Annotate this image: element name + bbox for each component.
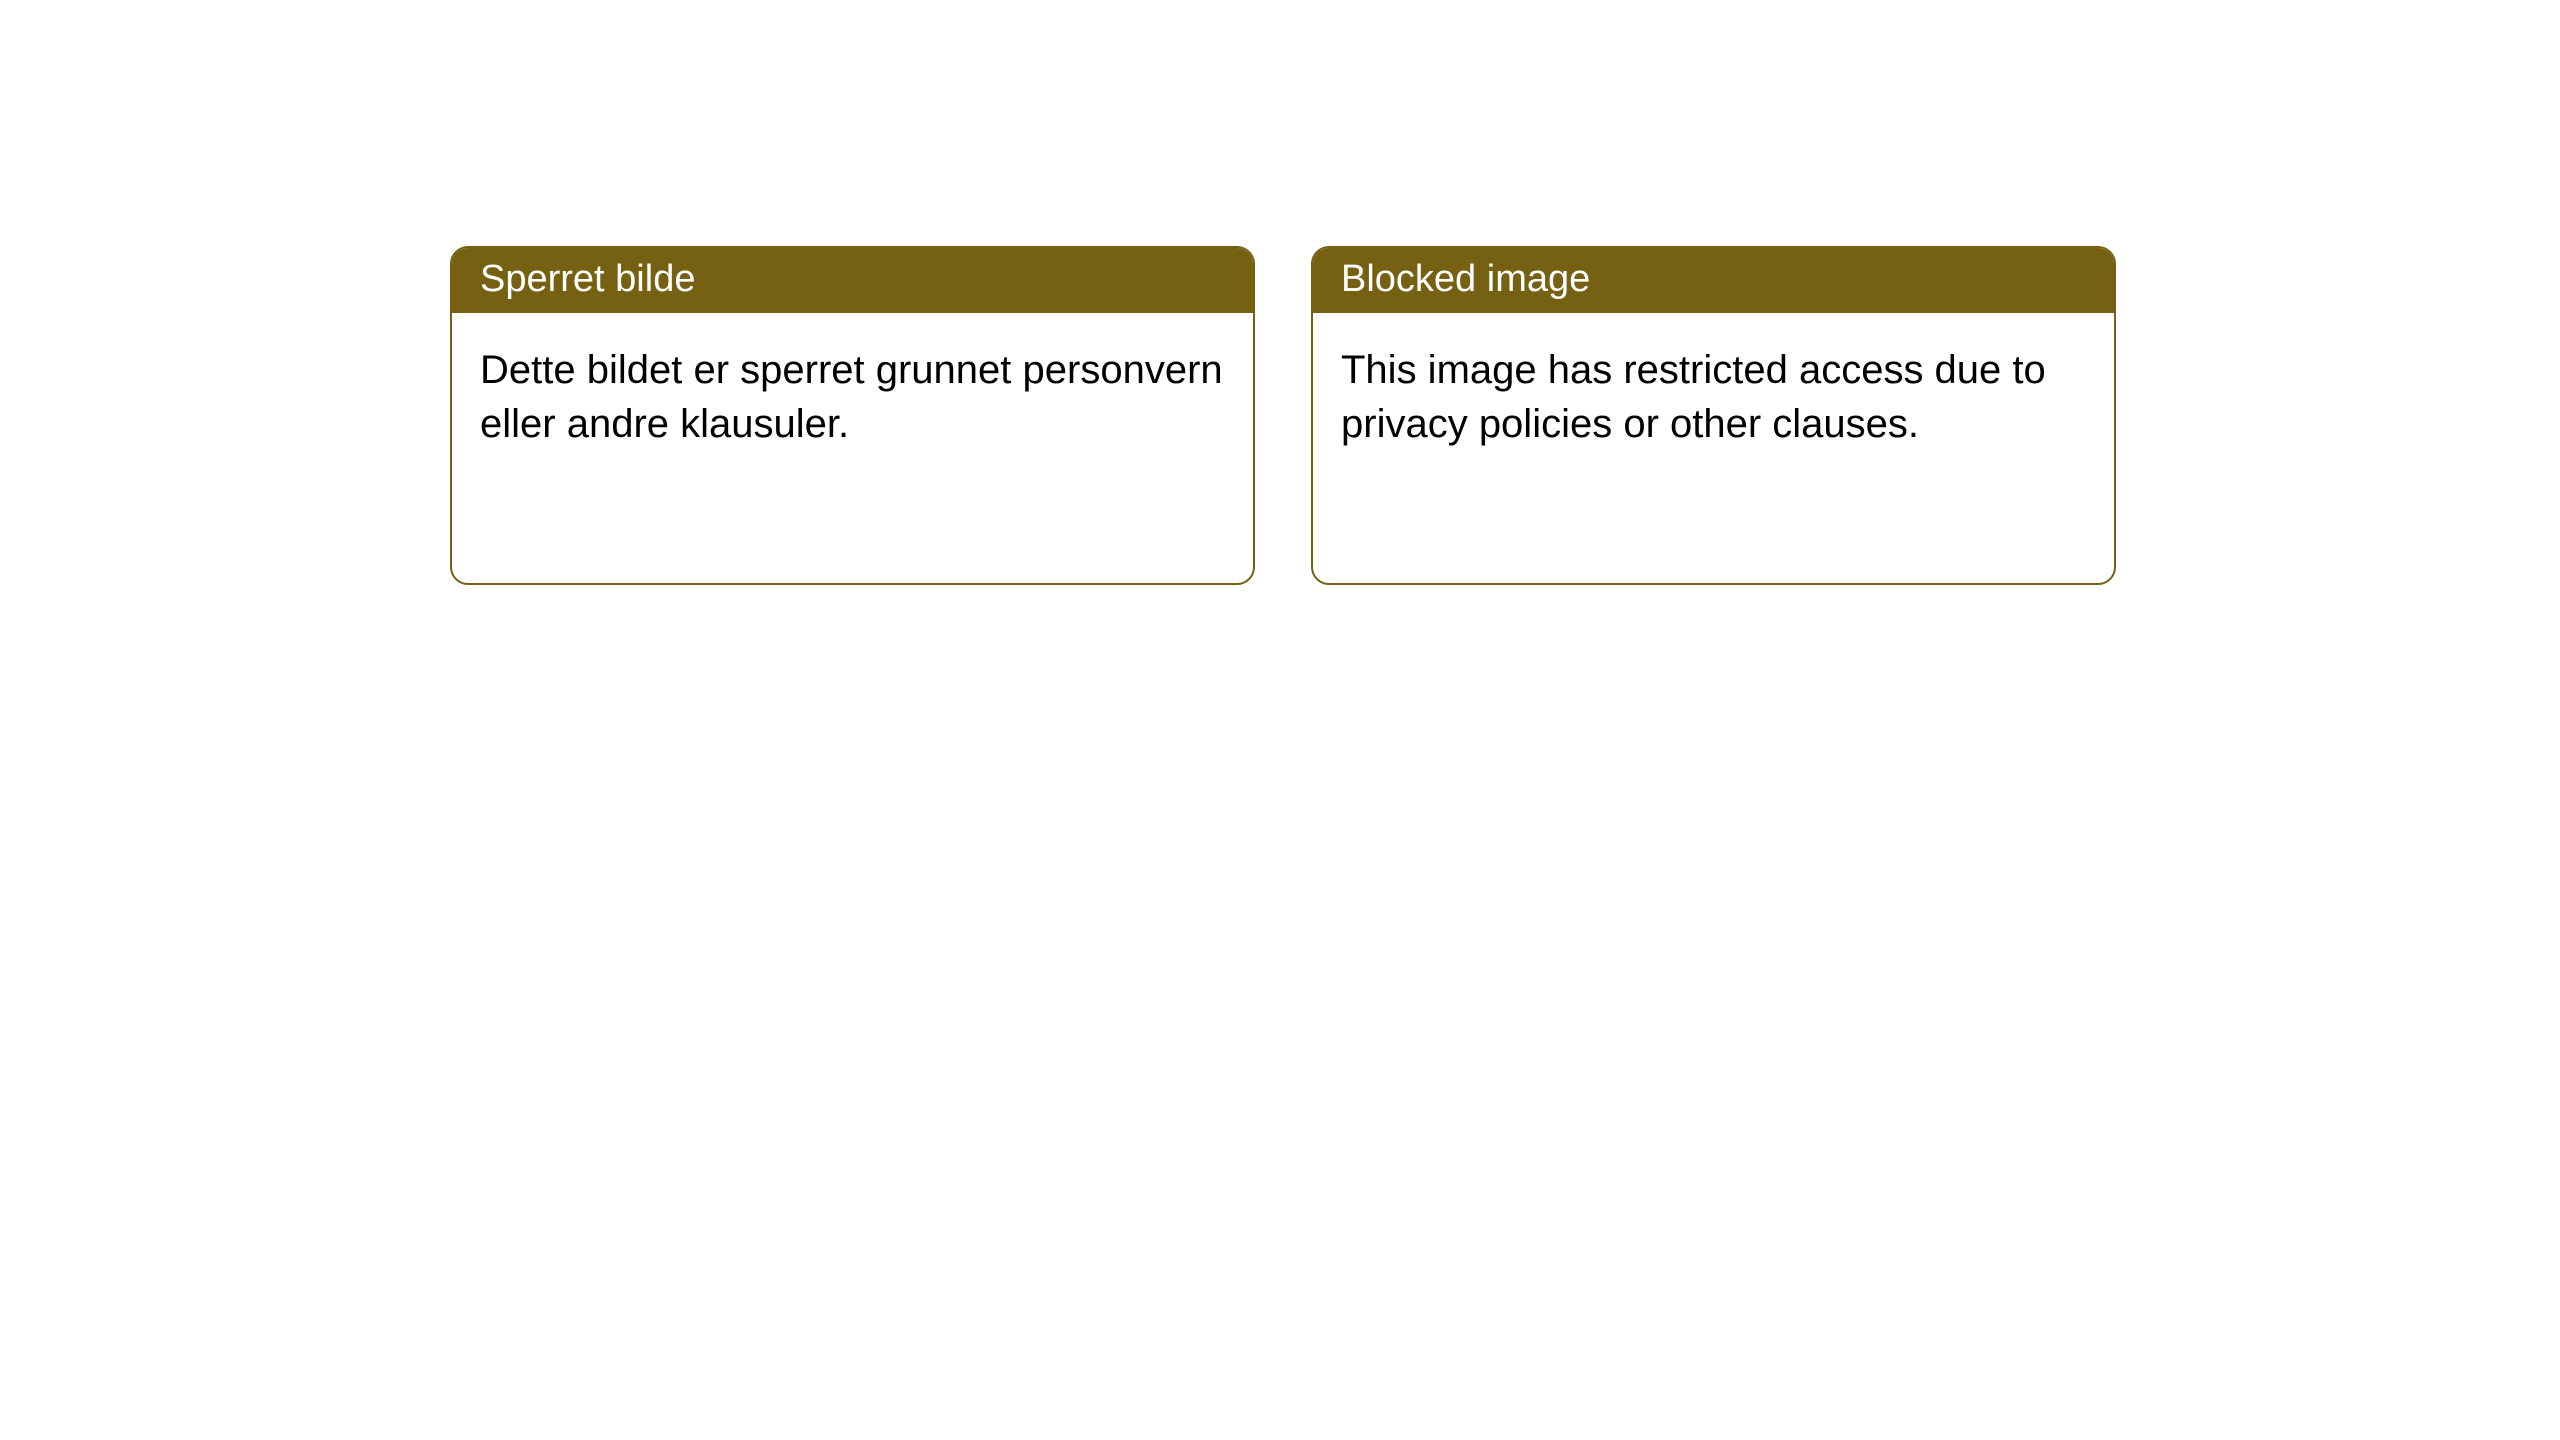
notice-body-en: This image has restricted access due to … (1313, 313, 2114, 583)
notice-body-no: Dette bildet er sperret grunnet personve… (452, 313, 1253, 583)
notice-header-en: Blocked image (1313, 248, 2114, 313)
notice-header-no: Sperret bilde (452, 248, 1253, 313)
notice-container: Sperret bilde Dette bildet er sperret gr… (450, 246, 2116, 585)
notice-card-no: Sperret bilde Dette bildet er sperret gr… (450, 246, 1255, 585)
notice-card-en: Blocked image This image has restricted … (1311, 246, 2116, 585)
